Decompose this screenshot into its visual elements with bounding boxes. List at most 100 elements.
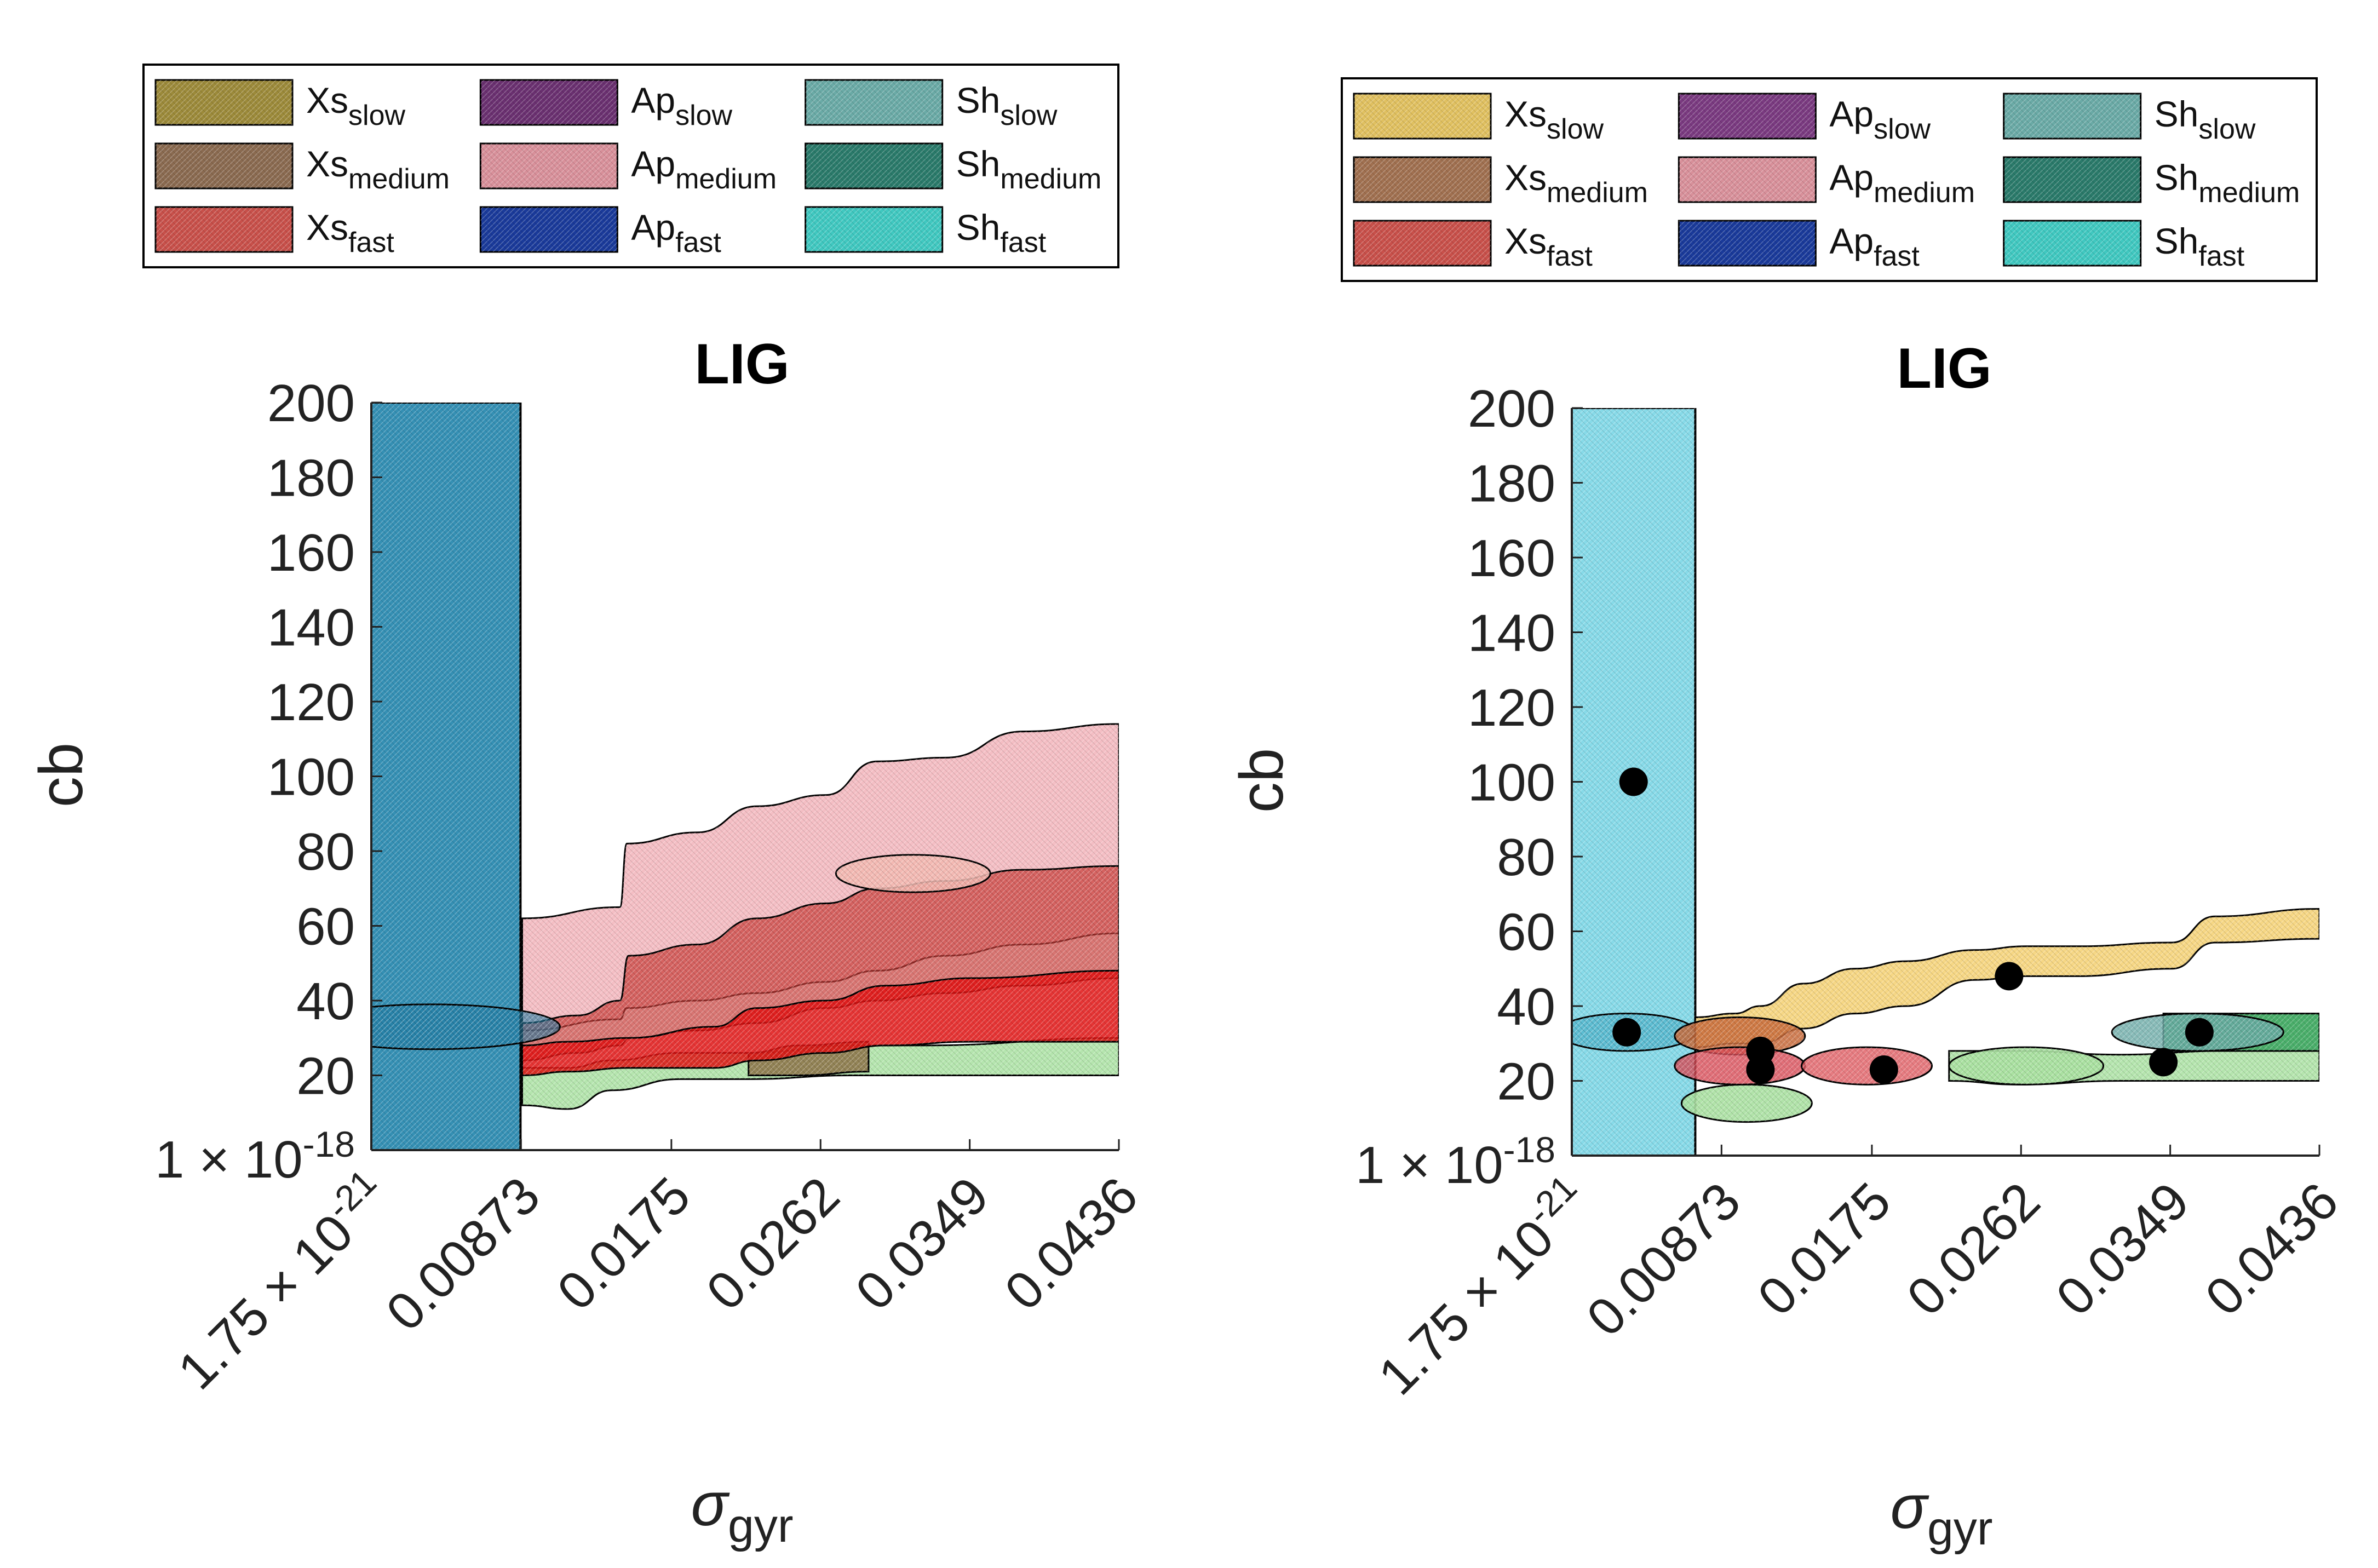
- legend-entry: Shslow: [805, 79, 1058, 131]
- x-tick-label: 0.00873: [1576, 1171, 1751, 1347]
- y-tick-label: 200: [1468, 380, 1555, 438]
- legend-entry: Apmedium: [1678, 156, 1975, 209]
- legend-entry: Xsslow: [1353, 93, 1604, 145]
- legend: Xsslow Xsmedium Xsfast Apslow Apmedium Apfast…: [142, 64, 1119, 268]
- legend-label: Xsmedium: [306, 143, 450, 195]
- y-tick-label: 120: [267, 673, 355, 732]
- series-Sh_fast_shade: [371, 1003, 561, 1050]
- x-tick-label: 0.0349: [845, 1166, 1000, 1321]
- data-point: [1746, 1055, 1775, 1084]
- legend-swatch-texture: [2003, 221, 2141, 266]
- y-tick-label: 60: [1497, 903, 1555, 962]
- y-tick-label: 120: [1468, 679, 1555, 737]
- legend: Xsslow Xsmedium Xsfast Apslow Apmedium Apfast…: [1341, 77, 2318, 282]
- y-tick-label: 1 × 10-18: [1355, 1129, 1555, 1194]
- y-tick-label: 20: [296, 1047, 355, 1106]
- legend-label: Xsfast: [306, 207, 394, 259]
- legend-label: Apmedium: [631, 143, 777, 195]
- legend-label: Xsmedium: [1504, 157, 1648, 209]
- legend-entry: Xsslow: [154, 79, 406, 131]
- legend-label: Shmedium: [956, 143, 1102, 195]
- y-tick-label: 200: [267, 374, 355, 433]
- series-Xs_fast_ellipse_b: [1801, 1046, 1933, 1085]
- legend-swatch-texture: [156, 143, 292, 188]
- legend-entry: Shmedium: [805, 142, 1102, 195]
- plot-area: [371, 403, 1119, 1150]
- series-ellipse-texture: [371, 1004, 560, 1049]
- plot-area: [1572, 408, 2319, 1156]
- legend-entry: Shfast: [805, 206, 1047, 259]
- legend-box: [1341, 77, 2318, 282]
- series-Sh_slow_ellipse_low: [1948, 1046, 2105, 1085]
- legend-box: [142, 64, 1119, 268]
- y-tick-label: 60: [296, 898, 355, 956]
- legend-swatch-texture: [805, 207, 943, 252]
- legend-label: Shmedium: [2155, 157, 2300, 209]
- legend-entry: Apmedium: [479, 142, 777, 195]
- y-tick-label: 80: [296, 823, 355, 881]
- data-point: [2185, 1018, 2214, 1047]
- legend-entry: Apslow: [1678, 93, 1931, 145]
- data-point: [2149, 1048, 2178, 1077]
- series-ellipse-texture: [1681, 1084, 1812, 1122]
- x-tick-label: 0.0262: [1896, 1171, 2051, 1326]
- x-tick-label: 0.0262: [696, 1166, 851, 1321]
- y-tick-label: 100: [1468, 754, 1555, 812]
- legend-label: Xsslow: [1504, 94, 1604, 145]
- data-point: [1612, 1018, 1641, 1047]
- legend-label: Shslow: [956, 80, 1058, 131]
- legend-swatch-texture: [1679, 94, 1816, 139]
- y-tick-label: 20: [1497, 1053, 1555, 1111]
- legend-swatch-texture: [480, 143, 618, 188]
- chart-title: LIG: [1897, 337, 1991, 400]
- y-tick-label: 160: [267, 524, 355, 582]
- x-tick-label: 1.75 × 10-21: [162, 1162, 401, 1401]
- right-panel: Xsslow Xsmedium Xsfast Apslow Apmedium Apfast…: [1227, 77, 2350, 1555]
- legend-entry: Apfast: [1678, 220, 1920, 272]
- series-ellipse-texture: [836, 854, 991, 893]
- data-point: [1869, 1055, 1898, 1084]
- y-tick-label: 40: [1497, 978, 1555, 1036]
- x-tick-label: 0.0175: [1747, 1171, 1902, 1326]
- x-tick-label: 0.0436: [994, 1166, 1149, 1321]
- y-tick-label: 160: [1468, 529, 1555, 588]
- legend-swatch-texture: [1679, 157, 1816, 202]
- legend-entry: Shslow: [2003, 93, 2256, 145]
- series-ellipse-texture: [1949, 1047, 2104, 1085]
- legend-swatch-texture: [1354, 94, 1491, 139]
- legend-label: Xsslow: [306, 80, 406, 131]
- series-ellipse-texture: [1674, 1047, 1805, 1085]
- legend-label: Apfast: [631, 207, 721, 259]
- legend-label: Shfast: [2155, 221, 2245, 272]
- legend-label: Apmedium: [1829, 157, 1975, 209]
- series-Xs_fast_ellipse_a: [1674, 1046, 1806, 1085]
- axes: 20 40 60 80 100 120 140 160 180 200 1 × 10-181.75 …: [1355, 380, 2350, 1406]
- legend-entry: Shmedium: [2003, 156, 2300, 209]
- x-axis-label: σgyr: [1890, 1473, 1992, 1555]
- x-tick-label: 0.0175: [546, 1166, 701, 1321]
- legend-label: Apslow: [631, 80, 732, 131]
- legend-swatch-texture: [805, 143, 943, 188]
- legend-label: Shfast: [956, 207, 1047, 259]
- legend-swatch-texture: [480, 80, 618, 125]
- y-tick-label: 40: [296, 972, 355, 1031]
- y-axis-label: cb: [27, 743, 95, 807]
- y-tick-label: 1 × 10-18: [155, 1124, 355, 1189]
- x-axis-label: σgyr: [691, 1470, 793, 1552]
- chart-title: LIG: [694, 332, 789, 396]
- legend-swatch-texture: [156, 207, 292, 252]
- legend-swatch-texture: [156, 80, 292, 125]
- legend-entry: Apslow: [479, 79, 733, 131]
- legend-entry: Apfast: [479, 206, 721, 259]
- legend-entry: Xsfast: [154, 206, 394, 259]
- x-tick-label: 0.00873: [375, 1166, 551, 1342]
- series-Sh_slow_ellipse_left: [1680, 1083, 1813, 1123]
- x-tick-label: 1.75 × 10-21: [1363, 1167, 1602, 1406]
- legend-label: Apslow: [1829, 94, 1931, 145]
- data-point: [1619, 767, 1648, 796]
- series-band-texture: [1695, 909, 2319, 1048]
- y-tick-label: 140: [1468, 604, 1555, 663]
- series-Ap_medium_light: [835, 854, 991, 893]
- y-tick-label: 180: [1468, 455, 1555, 513]
